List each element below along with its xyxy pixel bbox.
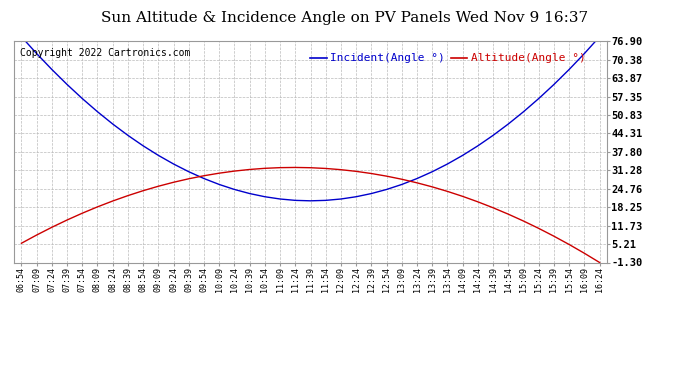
Text: Copyright 2022 Cartronics.com: Copyright 2022 Cartronics.com (20, 48, 190, 58)
Legend: Incident(Angle °), Altitude(Angle °): Incident(Angle °), Altitude(Angle °) (306, 49, 590, 68)
Text: Sun Altitude & Incidence Angle on PV Panels Wed Nov 9 16:37: Sun Altitude & Incidence Angle on PV Pan… (101, 11, 589, 25)
